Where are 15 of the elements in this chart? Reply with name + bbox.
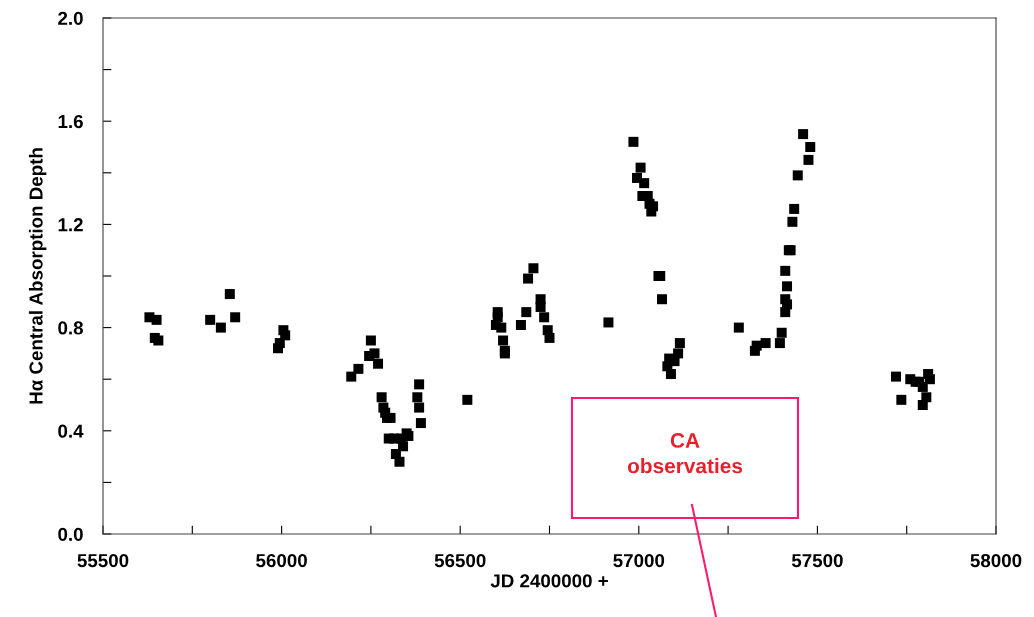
x-tick-label: 56000: [256, 553, 307, 568]
x-axis-title: JD 2400000 +: [490, 574, 608, 588]
x-tick-label: 55500: [77, 553, 129, 568]
x-tick-label: 57500: [791, 553, 843, 568]
y-tick-label: 2.0: [58, 11, 83, 25]
y-tick-label: 0.4: [58, 424, 84, 438]
x-tick-label: 56500: [434, 553, 486, 568]
x-tick-label: 57000: [613, 553, 665, 568]
y-tick-label: 1.2: [58, 218, 83, 232]
y-axis-title: Hα Central Absorption Depth: [28, 148, 47, 404]
annotation: CA observaties: [627, 433, 743, 474]
y-tick-label: 1.6: [58, 114, 83, 129]
y-tick-label: 0.0: [58, 527, 83, 541]
y-tick-label: 0.8: [58, 321, 83, 335]
x-tick-label: 58000: [970, 553, 1022, 568]
